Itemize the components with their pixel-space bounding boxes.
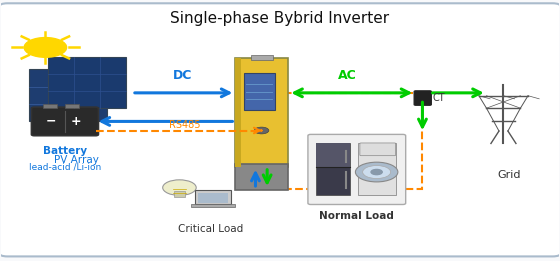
Text: Battery: Battery: [43, 146, 87, 156]
Bar: [262, 93, 422, 189]
FancyBboxPatch shape: [316, 144, 350, 195]
Text: lead-acid /Li-ion: lead-acid /Li-ion: [29, 162, 101, 171]
Text: +: +: [71, 115, 81, 128]
Circle shape: [356, 162, 398, 182]
FancyBboxPatch shape: [31, 107, 99, 136]
Circle shape: [371, 169, 382, 175]
FancyBboxPatch shape: [235, 58, 288, 167]
FancyBboxPatch shape: [358, 144, 396, 195]
Text: Single-phase Bybrid Inverter: Single-phase Bybrid Inverter: [170, 11, 390, 26]
Text: CT: CT: [432, 93, 445, 103]
FancyBboxPatch shape: [308, 134, 405, 204]
FancyBboxPatch shape: [29, 69, 107, 121]
FancyBboxPatch shape: [65, 104, 79, 108]
Text: Normal Load: Normal Load: [319, 211, 394, 221]
Text: Critical Load: Critical Load: [178, 224, 243, 234]
FancyBboxPatch shape: [244, 73, 275, 110]
FancyBboxPatch shape: [251, 55, 273, 60]
Text: AC: AC: [338, 69, 356, 82]
Circle shape: [363, 165, 391, 179]
FancyBboxPatch shape: [198, 193, 228, 203]
FancyBboxPatch shape: [174, 191, 185, 197]
Circle shape: [163, 180, 196, 195]
FancyBboxPatch shape: [235, 164, 288, 190]
FancyBboxPatch shape: [43, 104, 57, 108]
Text: PV Array: PV Array: [54, 155, 99, 165]
Circle shape: [24, 38, 67, 57]
FancyBboxPatch shape: [360, 143, 395, 156]
FancyBboxPatch shape: [48, 57, 127, 108]
Text: DC: DC: [172, 69, 192, 82]
FancyBboxPatch shape: [195, 190, 231, 204]
FancyBboxPatch shape: [316, 144, 350, 167]
Circle shape: [254, 127, 269, 134]
Text: RS485: RS485: [169, 121, 201, 130]
FancyBboxPatch shape: [190, 204, 235, 207]
Text: −: −: [46, 115, 57, 128]
Text: Grid: Grid: [497, 170, 521, 180]
FancyBboxPatch shape: [235, 58, 241, 167]
FancyBboxPatch shape: [414, 91, 431, 105]
FancyBboxPatch shape: [0, 3, 560, 256]
